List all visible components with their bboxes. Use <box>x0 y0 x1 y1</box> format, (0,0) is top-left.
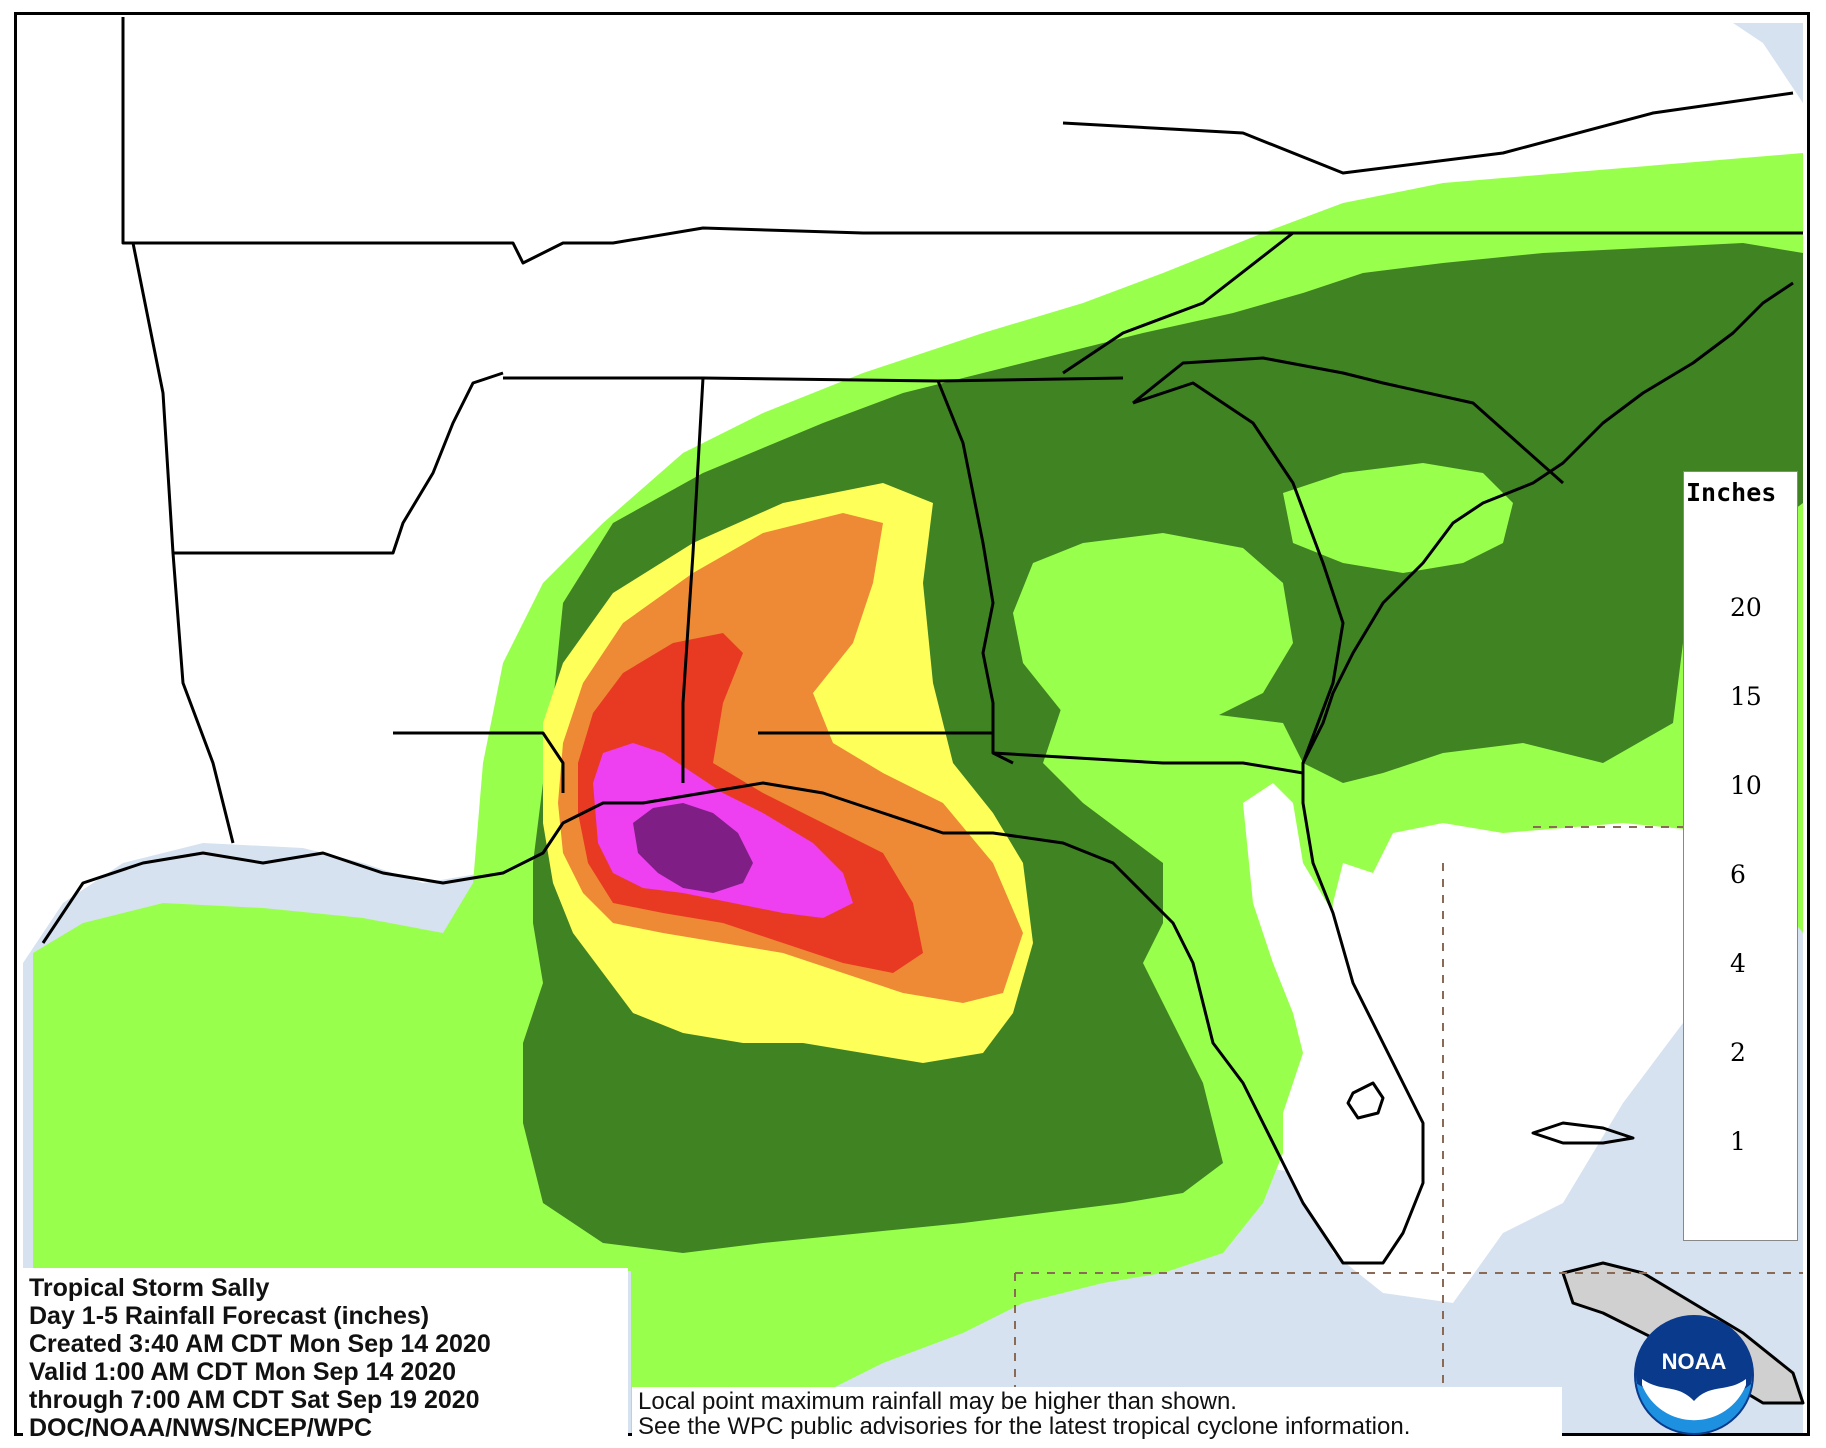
legend-tick-label: 2 <box>1730 1038 1746 1067</box>
border-louisiana-ms <box>393 731 565 793</box>
storm-name: Tropical Storm Sally <box>29 1274 270 1302</box>
legend-tick-label: 1 <box>1730 1127 1746 1156</box>
coastline <box>41 281 1794 1265</box>
disclaimer-line-2: See the WPC public advisories for the la… <box>638 1413 1411 1440</box>
border-mississippi-north <box>503 376 1124 383</box>
band-1-inch-sc-hole <box>1283 463 1513 573</box>
forecast-period-title: Day 1-5 Rainfall Forecast (inches) <box>29 1302 430 1330</box>
valid-end-time: through 7:00 AM CDT Sat Sep 19 2020 <box>29 1386 480 1414</box>
border-nc-sc <box>1132 356 1564 485</box>
created-time: Created 3:40 AM CDT Mon Sep 14 2020 <box>29 1330 491 1358</box>
legend-panel <box>1683 471 1798 1241</box>
border-louisiana-north <box>171 552 235 844</box>
bahamas-outline <box>1531 1121 1635 1145</box>
border-georgia-sc <box>1132 381 1345 764</box>
disclaimer-block: Local point maximum rainfall may be high… <box>632 1387 1562 1439</box>
border-arkansas-south <box>131 242 504 555</box>
border-mississippi-east <box>681 377 705 783</box>
lake-okeechobee <box>1346 1081 1385 1120</box>
rainfall-map <box>23 17 1805 1433</box>
legend-tick-label: 6 <box>1730 860 1746 889</box>
legend-title: Inches <box>1686 478 1777 507</box>
band-1-inch-ga-hole <box>1013 533 1293 733</box>
agency-credit: DOC/NOAA/NWS/NCEP/WPC <box>29 1414 373 1442</box>
legend-tick-label: 15 <box>1730 682 1762 711</box>
noaa-logo-text: NOAA <box>1662 1349 1727 1374</box>
legend-tick-label: 10 <box>1730 771 1762 800</box>
map-frame <box>14 12 1810 1436</box>
valid-start-time: Valid 1:00 AM CDT Mon Sep 14 2020 <box>29 1358 456 1386</box>
disclaimer-line-1: Local point maximum rainfall may be high… <box>638 1388 1237 1415</box>
border-tn-nc <box>1062 231 1294 375</box>
legend-tick-label: 4 <box>1730 949 1746 978</box>
atlantic-ocean <box>1733 23 1803 103</box>
border-georgia-florida <box>992 751 1304 775</box>
border-ky-va <box>1062 91 1794 175</box>
forecast-info-block: Tropical Storm Sally Day 1-5 Rainfall Fo… <box>23 1268 628 1442</box>
border-northern-row <box>121 17 1803 265</box>
border-alabama-georgia <box>936 380 1014 765</box>
rainfall-bands <box>33 153 1803 1433</box>
legend-tick-label: 20 <box>1730 593 1762 622</box>
florida-dry-zone <box>1243 783 1423 1263</box>
noaa-logo: NOAA <box>1634 1315 1754 1435</box>
band-20-inch <box>633 803 753 893</box>
